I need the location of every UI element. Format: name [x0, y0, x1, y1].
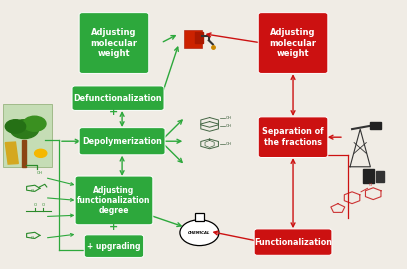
FancyBboxPatch shape [72, 86, 164, 110]
Bar [184, 30, 202, 48]
Circle shape [23, 116, 46, 131]
FancyBboxPatch shape [258, 13, 328, 73]
Text: CHEMICAL: CHEMICAL [188, 231, 211, 235]
FancyBboxPatch shape [79, 13, 149, 73]
Text: + upgrading: + upgrading [87, 242, 141, 251]
Text: OH: OH [226, 116, 232, 119]
Bar [195, 213, 204, 221]
Text: Adjusting
functionalization
degree: Adjusting functionalization degree [77, 186, 151, 215]
Circle shape [180, 220, 219, 246]
Bar [5, 142, 18, 164]
FancyBboxPatch shape [75, 176, 153, 225]
Text: OH: OH [37, 171, 43, 175]
Text: O: O [42, 203, 45, 207]
Circle shape [5, 120, 26, 133]
Text: OH: OH [226, 142, 232, 146]
Bar [370, 122, 381, 129]
FancyBboxPatch shape [3, 104, 52, 167]
Text: O: O [31, 236, 34, 240]
Text: Adjusting
molecular
weight: Adjusting molecular weight [90, 28, 138, 58]
Text: OH: OH [226, 125, 232, 128]
Text: O: O [33, 203, 37, 207]
Bar [195, 32, 203, 43]
Text: O: O [31, 189, 34, 193]
Bar [376, 171, 384, 182]
FancyBboxPatch shape [258, 117, 328, 158]
Circle shape [10, 120, 39, 139]
Text: Defunctionalization: Defunctionalization [74, 94, 162, 103]
Circle shape [35, 149, 47, 157]
FancyBboxPatch shape [84, 235, 144, 257]
Text: Adjusting
molecular
weight: Adjusting molecular weight [269, 28, 317, 58]
Text: Functionalization: Functionalization [254, 238, 332, 247]
FancyBboxPatch shape [79, 128, 165, 155]
Bar [22, 140, 26, 167]
Text: Cl: Cl [368, 183, 372, 187]
Bar [363, 169, 374, 183]
Text: Depolymerization: Depolymerization [82, 137, 162, 146]
Text: +: + [109, 107, 118, 117]
FancyBboxPatch shape [254, 229, 332, 255]
Text: +: + [109, 222, 118, 232]
Text: Separation of
the fractions: Separation of the fractions [262, 128, 324, 147]
